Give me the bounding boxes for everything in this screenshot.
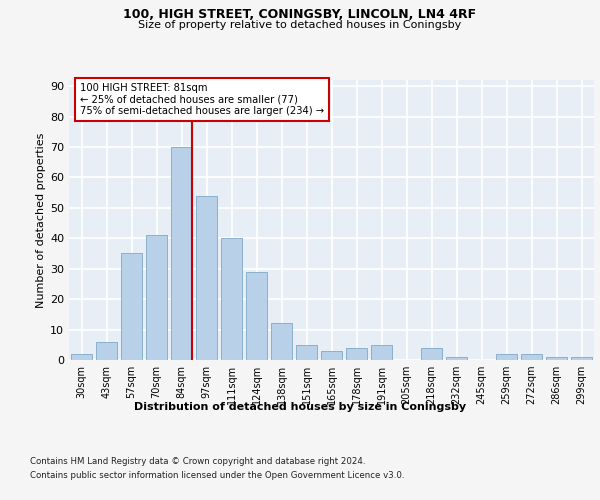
Bar (146, 235, 167, 360)
Bar (446, 357, 467, 360)
Bar (321, 351, 342, 360)
Text: Contains HM Land Registry data © Crown copyright and database right 2024.: Contains HM Land Registry data © Crown c… (30, 458, 365, 466)
Text: 100, HIGH STREET, CONINGSBY, LINCOLN, LN4 4RF: 100, HIGH STREET, CONINGSBY, LINCOLN, LN… (124, 8, 476, 20)
Bar (421, 348, 442, 360)
Text: Contains public sector information licensed under the Open Government Licence v3: Contains public sector information licen… (30, 471, 404, 480)
Bar (496, 354, 517, 360)
Bar (221, 238, 242, 360)
Text: Distribution of detached houses by size in Coningsby: Distribution of detached houses by size … (134, 402, 466, 412)
Bar (371, 345, 392, 360)
Bar (246, 272, 267, 360)
Text: Size of property relative to detached houses in Coningsby: Size of property relative to detached ho… (139, 20, 461, 30)
Bar (346, 348, 367, 360)
Y-axis label: Number of detached properties: Number of detached properties (36, 132, 46, 308)
Bar (121, 254, 142, 360)
Bar (171, 147, 192, 360)
Bar (521, 354, 542, 360)
Bar (196, 196, 217, 360)
Bar (546, 357, 567, 360)
Text: 100 HIGH STREET: 81sqm
← 25% of detached houses are smaller (77)
75% of semi-det: 100 HIGH STREET: 81sqm ← 25% of detached… (79, 83, 323, 116)
Bar (271, 324, 292, 360)
Bar (296, 345, 317, 360)
Bar (571, 357, 592, 360)
Bar (96, 342, 117, 360)
Bar (71, 354, 92, 360)
